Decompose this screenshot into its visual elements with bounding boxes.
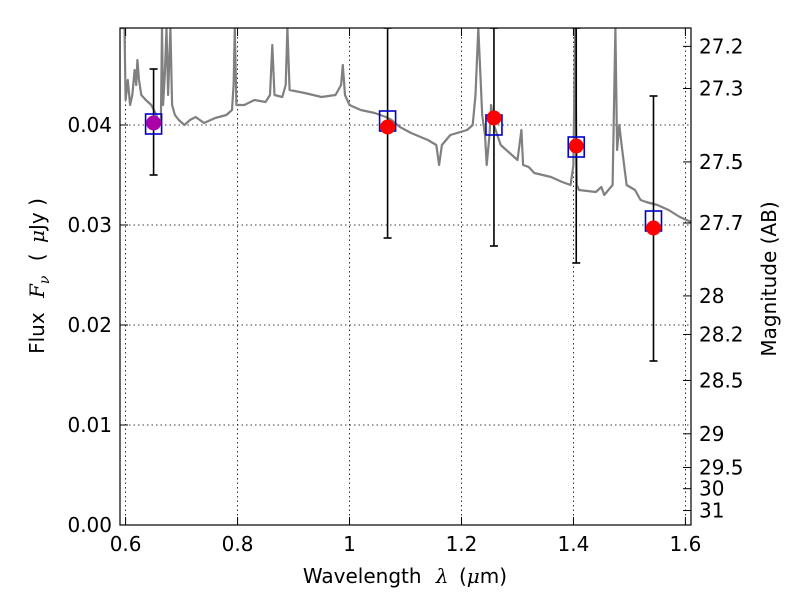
x-axis-label: Wavelength λ (μm) [303, 564, 507, 588]
y2-tick-label: 27.7 [699, 211, 744, 235]
y-axis-label: Flux Fν ( μJy ) [25, 198, 54, 354]
x-tick-label: 1.4 [558, 532, 590, 556]
x-tick-label: 1.6 [669, 532, 701, 556]
observed-markers [146, 110, 661, 236]
x-tick-label: 1 [343, 532, 356, 556]
x-tick-label: 0.6 [110, 532, 142, 556]
y2-tick-label: 30 [699, 477, 724, 501]
y2-tick-label: 29 [699, 422, 724, 446]
observed-point [146, 115, 162, 131]
x-tick-label: 1.2 [446, 532, 478, 556]
model-band-point [567, 136, 586, 158]
observed-point [568, 138, 584, 154]
y2-tick-label: 27.3 [699, 76, 744, 100]
y2-tick-label: 29.5 [699, 455, 744, 479]
y-tick-label: 0.00 [67, 513, 112, 537]
y-tick-label: 0.02 [67, 313, 112, 337]
grid [120, 28, 691, 525]
error-bars [149, 28, 658, 362]
y2-tick-label: 27.2 [699, 34, 744, 58]
y2-tick-label: 28 [699, 284, 724, 308]
observed-point [645, 220, 661, 236]
y-tick-label: 0.01 [67, 413, 112, 437]
plot-frame [119, 27, 692, 526]
y2-axis-label: Magnitude (AB) [757, 201, 781, 356]
y-axis-ticks: 0.00 0.01 0.02 0.03 0.04 [67, 113, 128, 537]
y2-tick-label: 31 [699, 499, 724, 523]
y-tick-label: 0.03 [67, 213, 112, 237]
y-tick-label: 0.04 [67, 113, 112, 137]
y2-tick-label: 28.2 [699, 322, 744, 346]
observed-point [380, 119, 396, 135]
y2-tick-label: 27.5 [699, 150, 744, 174]
y2-tick-label: 28.5 [699, 368, 744, 392]
x-axis-ticks: 0.6 0.8 1 1.2 1.4 1.6 [110, 28, 701, 556]
observed-point [486, 110, 502, 126]
x-tick-label: 0.8 [222, 532, 254, 556]
model-band-point [144, 113, 163, 135]
